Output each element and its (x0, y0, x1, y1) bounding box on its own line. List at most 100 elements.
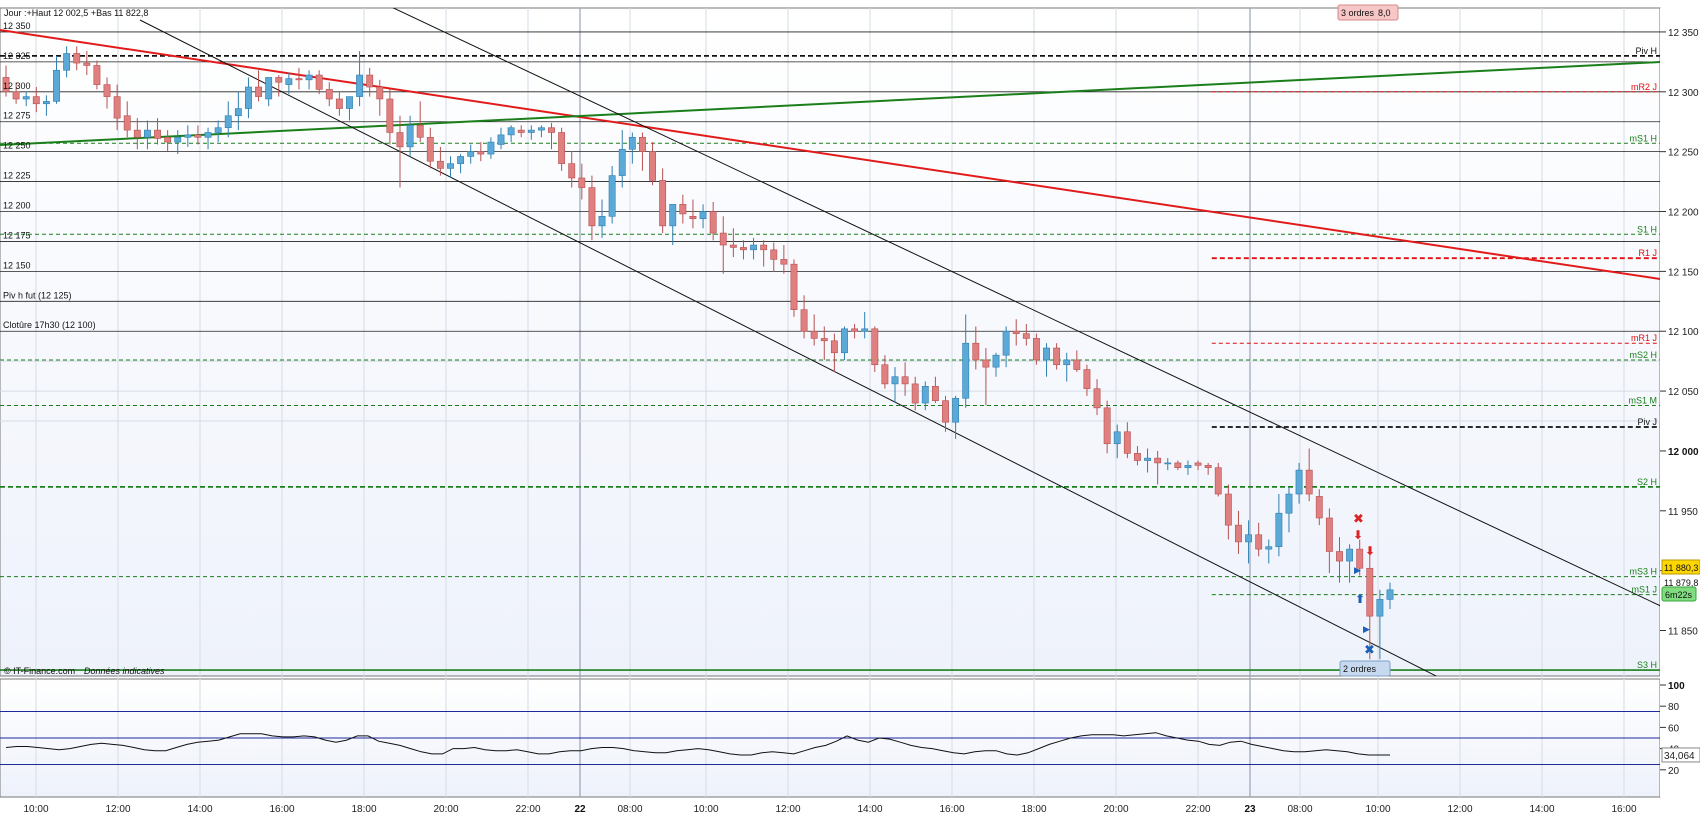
candle-body (1265, 546, 1273, 550)
candle-body (1245, 534, 1253, 543)
header-info: Jour :+Haut 12 002,5 +Bas 11 822,8 (4, 8, 148, 18)
sell-arrow-icon-2[interactable]: ⬇ (1365, 544, 1375, 558)
candle-body (12, 91, 20, 100)
candle-body (376, 86, 384, 100)
entry-marker-icon-2[interactable]: ▶ (1363, 625, 1370, 635)
candle-body (931, 385, 939, 401)
candle-body (881, 364, 889, 385)
candle-body (477, 151, 485, 155)
channel-upper-line[interactable] (385, 4, 1665, 608)
channel-lower-line[interactable] (139, 19, 1440, 678)
candle-body (608, 175, 616, 217)
x-tick-label: 20:00 (433, 804, 458, 815)
candle-body (588, 187, 596, 227)
candle-body (224, 115, 232, 129)
candle-body (164, 136, 172, 143)
candle-body (103, 84, 111, 97)
rsi-last-badge (1661, 747, 1700, 763)
y-tick-label: 12 200 (1668, 208, 1699, 219)
candle-body (618, 148, 626, 176)
candle-body (628, 136, 636, 150)
candle-body (1002, 330, 1010, 356)
x-tick-label: 14:00 (1529, 804, 1554, 815)
left-level-label: 12 200 (3, 201, 31, 211)
close-order-icon[interactable]: ✖ (1353, 512, 1364, 527)
orders-bottom-badge[interactable]: 2 ordres (1339, 660, 1391, 677)
candle-body (780, 259, 788, 265)
x-tick-label: 22 (574, 804, 586, 815)
buy-arrow-icon[interactable]: ⬆ (1355, 592, 1365, 606)
candle-body (204, 132, 212, 138)
red-trendline[interactable] (0, 29, 1660, 280)
candle-body (1315, 496, 1323, 519)
level-labels: Piv H mR2 J mS1 H S1 H R1 J mR1 J mS2 H mS1 M Pi… (1628, 46, 1657, 670)
candle-body (436, 160, 444, 169)
candle-body (123, 115, 131, 131)
left-level-label: Clotûre 17h30 (12 100) (3, 320, 96, 330)
x-tick-label: 12:00 (775, 804, 800, 815)
candle-body (1093, 388, 1101, 409)
candle-body (1083, 369, 1091, 389)
candle-body (1144, 457, 1151, 461)
candle-body (426, 136, 434, 162)
credit-note: Données indicatives (84, 666, 165, 676)
rsi-tick-label: 100 (1668, 681, 1685, 692)
candle-body (578, 177, 586, 188)
candle-body (275, 77, 283, 83)
candle-body (921, 385, 929, 404)
candle-body (255, 86, 262, 97)
candle-body (93, 65, 101, 85)
candle-body (1073, 359, 1081, 370)
candle-body (32, 96, 40, 105)
candle-body (972, 342, 980, 361)
rsi-tick-label: 20 (1668, 766, 1680, 777)
vertical-gridlines (35, 8, 1625, 797)
candle-body (1346, 548, 1354, 562)
candle-body (184, 134, 192, 138)
x-tick-label: 12:00 (1447, 804, 1472, 815)
trade-markers[interactable]: ✖ ⬇ ⬇ ▶ ⬆ ▶ ✖ (1353, 512, 1375, 658)
candle-body (285, 78, 293, 85)
green-trendline[interactable] (0, 61, 1660, 146)
level-label: Piv H (1635, 46, 1657, 56)
y-axis-panel (1660, 8, 1700, 797)
left-level-label: 12 350 (3, 21, 31, 31)
candle-body (1184, 465, 1192, 468)
timer-badge: 6m22s (1661, 586, 1697, 602)
candle-body (679, 204, 687, 215)
candle-body (1164, 462, 1172, 465)
candle-body (1366, 567, 1374, 617)
level-label: mR1 J (1631, 333, 1657, 343)
left-level-label: 12 250 (3, 141, 31, 151)
candle-body (1356, 548, 1364, 569)
x-tick-label: 12:00 (105, 804, 130, 815)
candle-body (659, 180, 667, 227)
candle-body (1275, 512, 1283, 548)
trendlines (0, 4, 1665, 678)
candle-body (2, 77, 10, 93)
sell-arrow-icon[interactable]: ⬇ (1353, 528, 1363, 542)
x-tick-label: 16:00 (269, 804, 294, 815)
rsi-indicator: 1008060402034,064 (0, 681, 1700, 777)
x-tick-label: 08:00 (1287, 804, 1312, 815)
level-label: S1 H (1637, 224, 1657, 234)
y-tick-label: 12 300 (1668, 88, 1699, 99)
orders-top-badge[interactable]: 3 ordres 8,0 (1337, 4, 1399, 21)
candle-body (416, 125, 424, 138)
candle-body (457, 156, 465, 164)
candle-body (517, 129, 525, 133)
candle-body (709, 211, 717, 234)
candle-body (1255, 534, 1263, 550)
candle-body (386, 98, 394, 133)
price-panel (0, 7, 1661, 677)
candle-body (1336, 551, 1343, 562)
close-order-icon-blue[interactable]: ✖ (1364, 643, 1375, 658)
entry-marker-icon[interactable]: ▶ (1354, 566, 1361, 576)
candle-body (1204, 465, 1212, 468)
candle-body (760, 244, 768, 251)
candle-body (447, 163, 454, 169)
level-label: mS2 H (1629, 350, 1657, 360)
x-tick-label: 14:00 (857, 804, 882, 815)
candle-body (901, 376, 909, 385)
